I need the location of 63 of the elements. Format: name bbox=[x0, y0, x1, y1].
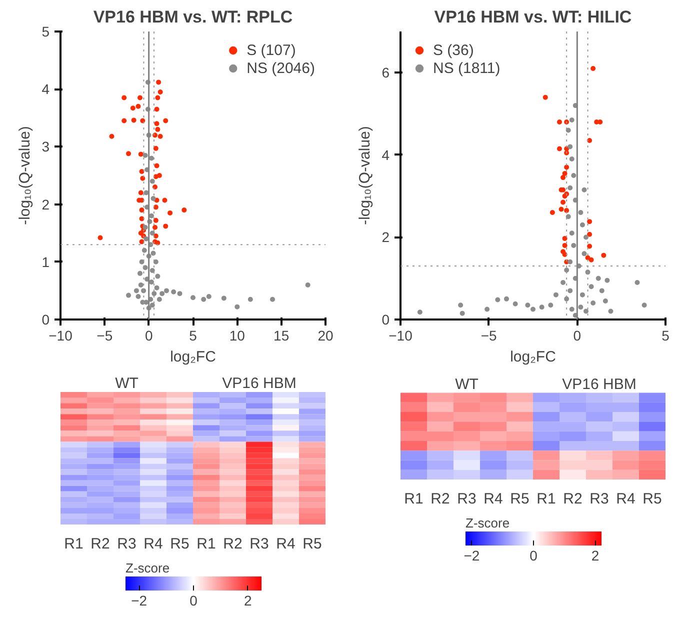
y-tick-label: 0 bbox=[382, 312, 390, 328]
x-tick-label: 0 bbox=[573, 328, 582, 344]
x-tick-label: R5 bbox=[302, 536, 322, 552]
x-tick-label: R4 bbox=[484, 490, 503, 508]
legend-label: S (107) bbox=[246, 42, 296, 58]
x-tick-label: 20 bbox=[318, 328, 334, 344]
y-tick-label: 5 bbox=[42, 24, 50, 40]
x-tick-label: R1 bbox=[64, 536, 84, 552]
x-tick-label: −5 bbox=[96, 328, 113, 344]
annotation: WT bbox=[455, 376, 478, 393]
y-axis-title: -log₁₀(Q-value) bbox=[356, 126, 374, 225]
y-tick-label: 6 bbox=[382, 64, 390, 81]
x-tick-label: R1 bbox=[404, 490, 424, 508]
x-tick-label: 5 bbox=[662, 328, 670, 344]
x-tick-label: R2 bbox=[223, 536, 242, 552]
color-bar-title: Z-score bbox=[126, 560, 170, 576]
y-tick-label: 4 bbox=[42, 81, 50, 98]
x-tick-label: R1 bbox=[536, 490, 556, 508]
x-tick-label: R2 bbox=[430, 490, 450, 508]
x-tick-label: 15 bbox=[274, 328, 290, 344]
color-bar-label: 0 bbox=[530, 548, 538, 564]
color-bar-label: 2 bbox=[244, 592, 252, 608]
x-tick-label: 10 bbox=[229, 328, 246, 344]
y-tick-label: 2 bbox=[382, 229, 390, 246]
color-bar-title: Z-score bbox=[466, 516, 510, 530]
x-tick-label: −5 bbox=[480, 328, 498, 344]
annotation: WT bbox=[115, 375, 138, 392]
x-tick-label: R3 bbox=[250, 536, 269, 552]
chart-title: VP16 HBM vs. WT: HILIC bbox=[434, 8, 632, 26]
x-tick-label: −10 bbox=[388, 328, 413, 344]
x-tick-label: R4 bbox=[616, 490, 636, 508]
x-tick-label: R2 bbox=[563, 490, 582, 508]
y-tick-label: 4 bbox=[382, 146, 390, 163]
x-tick-label: −10 bbox=[48, 328, 73, 344]
annotation: VP16 HBM bbox=[562, 376, 636, 393]
legend-label: NS (1811) bbox=[433, 60, 500, 76]
y-axis-title: -log₁₀(Q-value) bbox=[16, 126, 34, 225]
x-tick-label: R3 bbox=[117, 536, 136, 552]
x-tick-label: R5 bbox=[642, 490, 662, 508]
y-tick-label: 0 bbox=[42, 312, 50, 328]
x-tick-label: R4 bbox=[276, 536, 296, 552]
color-bar-label: 0 bbox=[190, 592, 198, 608]
x-axis-title: log₂FC bbox=[170, 348, 216, 366]
x-tick-label: R4 bbox=[144, 536, 163, 552]
x-axis-title: log₂FC bbox=[510, 348, 556, 366]
x-tick-label: R3 bbox=[457, 490, 476, 508]
legend-label: NS (2046) bbox=[246, 60, 315, 76]
chart-title: VP16 HBM vs. WT: RPLC bbox=[93, 8, 293, 26]
annotation: VP16 HBM bbox=[222, 375, 296, 392]
x-tick-label: R5 bbox=[170, 536, 190, 552]
color-bar-label: 2 bbox=[591, 548, 600, 564]
color-bar-label: −2 bbox=[464, 548, 480, 564]
x-tick-label: R1 bbox=[196, 536, 216, 552]
y-tick-label: 2 bbox=[42, 196, 50, 212]
x-tick-label: R5 bbox=[510, 490, 530, 508]
x-tick-label: R2 bbox=[90, 536, 110, 552]
x-tick-label: R3 bbox=[590, 490, 609, 508]
legend-label: S (36) bbox=[433, 42, 474, 58]
x-tick-label: 0 bbox=[144, 328, 153, 344]
color-bar-label: −2 bbox=[131, 592, 148, 608]
y-tick-label: 3 bbox=[42, 138, 50, 155]
x-tick-label: 5 bbox=[189, 328, 198, 344]
y-tick-label: 1 bbox=[42, 254, 50, 270]
